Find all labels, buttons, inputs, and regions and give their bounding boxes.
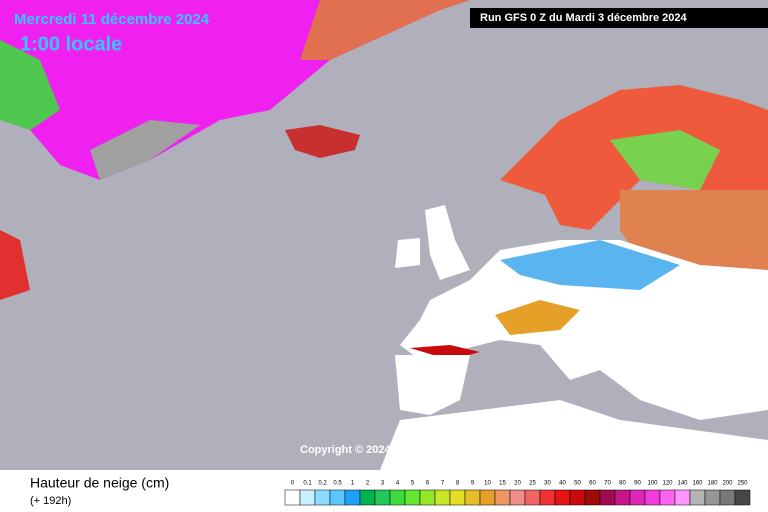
- greenland-east: [300, 0, 470, 60]
- legend-level: 120: [662, 481, 673, 487]
- legend-level: 160: [692, 481, 703, 487]
- legend-swatch: [299, 489, 316, 506]
- legend-swatch: [644, 489, 661, 506]
- legend-swatch: [524, 489, 541, 506]
- legend-swatch: [614, 489, 631, 506]
- legend-level: 8: [456, 481, 460, 487]
- legend-swatch: [719, 489, 736, 506]
- alps: [495, 300, 580, 335]
- legend-swatch: [374, 489, 391, 506]
- legend-swatch: [434, 489, 451, 506]
- legend-level: 6: [426, 481, 430, 487]
- legend-swatch: [659, 489, 676, 506]
- copyright: Copyright © 2024 Meteociel.fr: [300, 444, 456, 456]
- iceland: [285, 125, 360, 158]
- europe: [400, 240, 768, 420]
- north-africa: [380, 400, 768, 470]
- legend-level: 180: [707, 481, 718, 487]
- date: Mercredi 11 décembre 2024: [14, 11, 210, 28]
- legend-level: 80: [619, 481, 626, 487]
- legend-level: 0.5: [333, 481, 342, 487]
- legend-lead: (+ 192h): [30, 495, 71, 507]
- greenland-south: [90, 120, 200, 180]
- legend-swatch: [704, 489, 721, 506]
- legend-level: 50: [574, 481, 581, 487]
- legend-swatch: [389, 489, 406, 506]
- legend-swatch: [629, 489, 646, 506]
- legend-swatch: [584, 489, 601, 506]
- ireland: [395, 238, 420, 268]
- uk: [425, 205, 470, 280]
- snow-central: [500, 240, 680, 290]
- legend-level: 10: [484, 481, 491, 487]
- legend-level: 70: [604, 481, 611, 487]
- legend-level: 5: [411, 481, 415, 487]
- legend-swatch: [284, 489, 301, 506]
- time: 1:00 locale: [20, 33, 122, 55]
- legend-swatch: [539, 489, 556, 506]
- labrador: [0, 230, 30, 300]
- legend-level: 20: [514, 481, 521, 487]
- legend-swatch: [674, 489, 691, 506]
- legend-level: 9: [471, 481, 475, 487]
- legend-level: 25: [529, 481, 536, 487]
- legend-level: 0: [291, 481, 295, 487]
- legend-swatch: [509, 489, 526, 506]
- legend-swatch: [569, 489, 586, 506]
- legend-swatch: [404, 489, 421, 506]
- legend-level: 40: [559, 481, 566, 487]
- run-box: [470, 8, 768, 28]
- legend-level: 1: [351, 481, 355, 487]
- legend-swatch: [734, 489, 751, 506]
- legend-title: Hauteur de neige (cm): [30, 475, 169, 491]
- legend-swatch: [329, 489, 346, 506]
- legend-level: 200: [722, 481, 733, 487]
- iberia: [395, 355, 470, 415]
- legend-swatch: [554, 489, 571, 506]
- legend-level: 90: [634, 481, 641, 487]
- legend-level: 0.2: [318, 481, 327, 487]
- russia: [620, 190, 768, 270]
- legend-level: 4: [396, 481, 400, 487]
- finland: [610, 130, 720, 190]
- legend-swatch: [599, 489, 616, 506]
- legend-level: 250: [737, 481, 748, 487]
- legend-level: 100: [647, 481, 658, 487]
- legend-swatch: [344, 489, 361, 506]
- greenland-west: [0, 40, 60, 130]
- legend-swatch: [689, 489, 706, 506]
- legend-swatch: [479, 489, 496, 506]
- legend-swatch: [449, 489, 466, 506]
- legend-level: 7: [441, 481, 445, 487]
- legend-level: 0.1: [303, 481, 312, 487]
- legend-swatch: [314, 489, 331, 506]
- legend-swatch: [494, 489, 511, 506]
- legend-level: 60: [589, 481, 596, 487]
- legend-swatch: [464, 489, 481, 506]
- legend-swatch: [359, 489, 376, 506]
- legend-level: 30: [544, 481, 551, 487]
- legend-level: 15: [499, 481, 506, 487]
- legend-swatch: [419, 489, 436, 506]
- legend-scale: 0 0.1 0.2 0.5 1 2 3 4 5 6 7 8 9 10 15 20 25 30 40 50 60 70 80 9…: [284, 481, 751, 506]
- legend-level: 140: [677, 481, 688, 487]
- run: Run GFS 0 Z du Mardi 3 décembre 2024: [480, 12, 687, 24]
- legend-level: 3: [381, 481, 385, 487]
- legend-level: 2: [366, 481, 370, 487]
